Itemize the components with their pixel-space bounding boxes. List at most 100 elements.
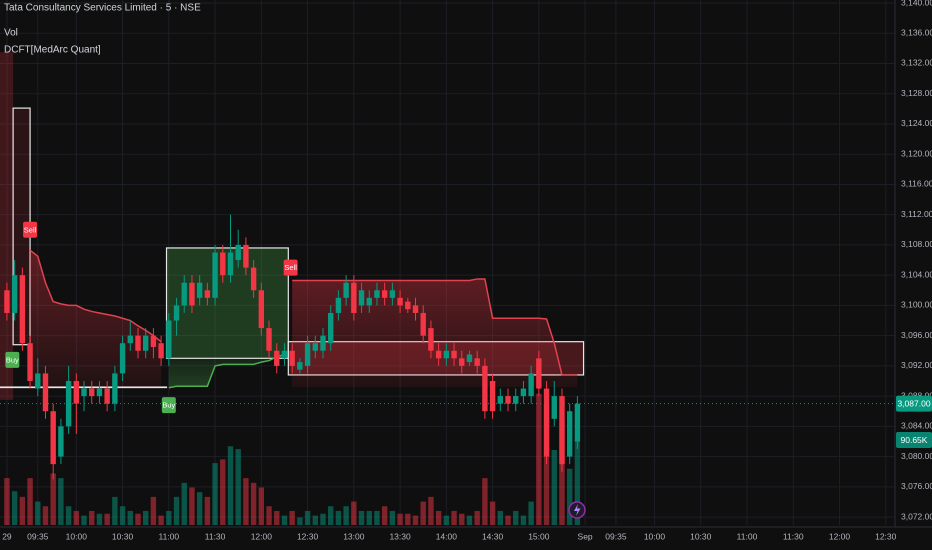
candle-body [243,244,249,268]
y-tick-label: 3,132.00 [901,58,932,68]
volume-bar [11,491,18,525]
volume-bar [489,501,496,525]
last-volume-label: 90.65K [901,435,928,445]
volume-bar [281,515,288,525]
volume-bar [104,513,110,525]
volume-bar [335,510,342,525]
candle-body [451,350,457,359]
volume-bar [482,478,488,525]
x-tick-label: 12:30 [297,531,319,541]
y-tick-label: 3,072.00 [901,511,932,521]
volume-bar [220,459,226,525]
candle-body [320,335,326,351]
y-tick-label: 3,140.00 [901,0,932,7]
candle-body [227,252,234,276]
candle-body [420,312,426,336]
volume-bar [289,510,295,525]
trail-line [29,249,162,343]
y-tick-label: 3,136.00 [901,28,932,38]
volume-bar [258,487,265,525]
volume-bar [297,517,303,525]
candle-body [559,396,565,465]
candle-body [381,290,388,298]
volume-bar [274,510,280,525]
y-tick-label: 3,084.00 [901,421,932,431]
candle-body [212,252,218,298]
volume-bar [212,463,218,525]
candle-body [405,301,411,310]
candle-body [258,290,265,329]
signal-badge [5,351,20,368]
volume-bar [89,510,95,525]
candle-body [189,282,195,306]
candle-body [374,290,380,298]
candle-body [196,282,203,298]
candle-body [119,343,126,374]
candle-body [428,328,434,351]
volume-bar [320,513,326,525]
volume-bar [574,440,581,525]
y-tick-label: 3,120.00 [901,148,932,158]
x-tick-label: 11:30 [783,531,804,541]
candle-body [112,373,118,404]
y-tick-label: 3,128.00 [901,88,932,98]
volume-bar [119,506,126,525]
candle-body [42,373,49,412]
volume-bar [420,501,426,525]
candle-body [482,365,488,412]
candle-body [566,411,573,457]
volume-bar [304,510,311,525]
volume-bar [528,501,534,525]
candle-body [466,354,473,363]
indicator-legend: DCFT[MedArc Quant] [4,45,101,56]
candle-body [297,362,303,370]
volume-bar [243,478,249,525]
volume-bar [374,510,380,525]
x-tick-label: 10:00 [66,531,88,541]
candle-body [58,426,64,457]
candle-body [11,275,18,313]
x-tick-label: 11:00 [159,531,180,541]
volume-bar [27,478,33,525]
volume-bar [513,510,519,525]
volume-bar [405,513,411,525]
volume-bar [112,496,118,525]
x-tick-label: 14:00 [436,531,458,541]
volume-legend: Vol [4,28,18,39]
volume-bar [235,449,241,525]
candle-body [266,328,272,351]
volume-bar [428,496,434,525]
volume-bar [312,515,318,525]
x-tick-label: 14:30 [482,531,504,541]
candle-body [412,305,419,313]
volume-bar [204,496,211,525]
candle-body [220,252,226,276]
volume-bar [181,482,187,525]
candle-body [250,267,257,291]
candle-body [551,396,557,419]
y-tick-label: 3,080.00 [901,451,932,461]
last-price-tag [896,395,932,412]
candle-body [127,335,133,344]
volume-bar [127,510,133,525]
candle-body [528,373,534,397]
candle-body [343,282,349,298]
signal-label: Buy [162,401,175,410]
candle-body [281,350,288,359]
volume-bar [520,515,527,525]
candle-body [104,388,110,404]
x-tick-label: 09:35 [27,531,49,541]
candle-body [543,388,550,457]
candle-body [289,350,295,366]
y-tick-label: 3,124.00 [901,118,932,128]
candle-body [505,396,511,404]
candle-body [181,282,187,306]
band-fill [292,278,578,388]
volume-bar [358,510,365,525]
signal-label: Buy [6,355,19,364]
volume-bar [443,515,450,525]
volume-bar [466,515,473,525]
x-tick-label: 10:00 [644,531,666,541]
